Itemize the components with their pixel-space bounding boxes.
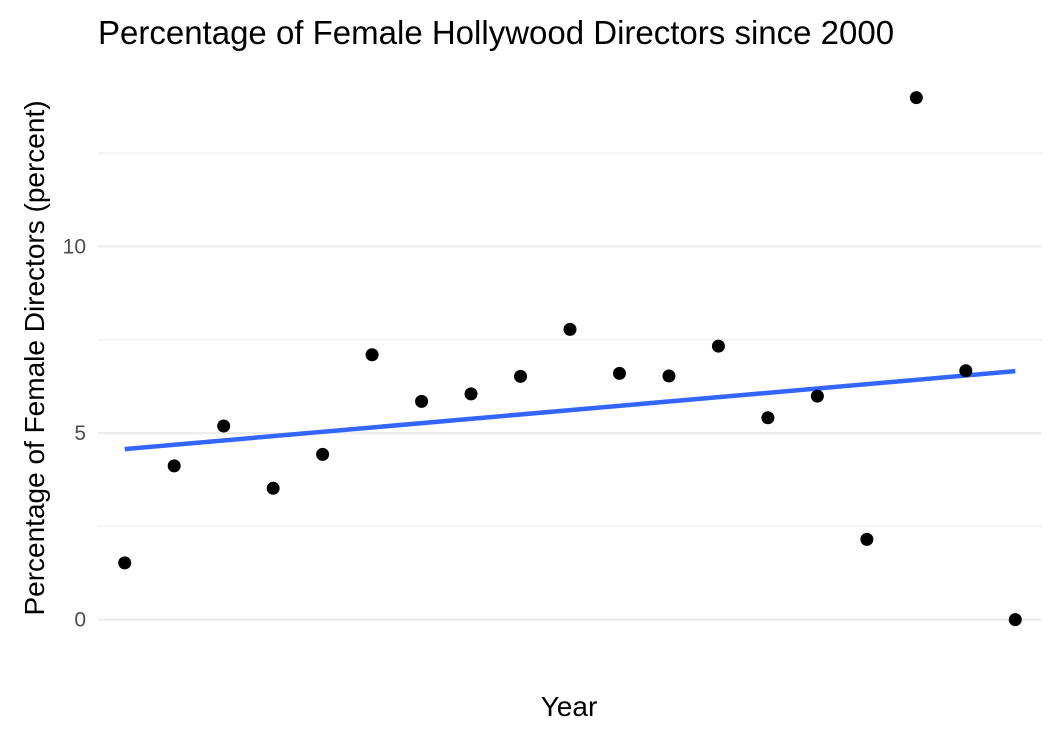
- y-tick-label: 0: [74, 609, 86, 632]
- data-point: [365, 348, 379, 362]
- data-point: [810, 389, 824, 403]
- data-point: [217, 419, 231, 433]
- data-point: [761, 411, 775, 425]
- y-tick-labels: 0 5 10: [63, 236, 86, 632]
- data-point: [316, 447, 330, 461]
- data-point: [464, 387, 478, 401]
- data-point: [662, 369, 676, 383]
- data-point: [118, 556, 132, 570]
- trend-line-group: [124, 368, 1016, 452]
- data-point: [909, 91, 923, 105]
- chart-title: Percentage of Female Hollywood Directors…: [98, 14, 894, 51]
- x-axis-label: Year: [541, 691, 598, 722]
- data-point: [415, 394, 429, 408]
- data-point: [860, 532, 874, 546]
- data-point: [612, 366, 626, 380]
- data-points: [118, 91, 1022, 627]
- data-point: [563, 322, 577, 336]
- data-point: [167, 459, 181, 473]
- data-point: [266, 481, 280, 495]
- trend-line: [124, 368, 1016, 452]
- data-point: [711, 339, 725, 353]
- data-point: [959, 364, 973, 378]
- data-point: [1008, 613, 1022, 627]
- y-tick-label: 10: [63, 236, 86, 259]
- data-point: [514, 369, 528, 383]
- y-axis-label: Percentage of Female Directors (percent): [19, 100, 50, 615]
- grid-lines: [98, 152, 1042, 621]
- y-tick-label: 5: [74, 422, 86, 445]
